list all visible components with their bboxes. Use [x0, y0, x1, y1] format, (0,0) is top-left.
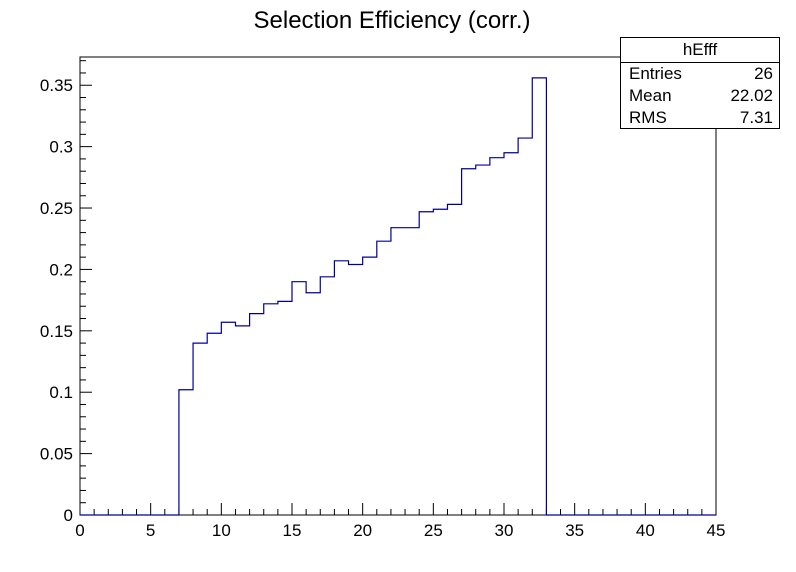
y-tick-label: 0.2: [49, 260, 73, 279]
y-tick-label: 0.3: [49, 138, 73, 157]
x-tick-label: 40: [636, 521, 655, 540]
y-tick-label: 0.1: [49, 383, 73, 402]
x-tick-label: 35: [565, 521, 584, 540]
histogram-line: [80, 77, 716, 516]
x-tick-label: 15: [283, 521, 302, 540]
plot-frame: [79, 56, 717, 516]
x-tick-label: 0: [75, 521, 84, 540]
y-axis: 0 0.05 0.1 0.15 0.2 0.25 0.3 0.35: [40, 60, 92, 525]
stats-label: Entries: [629, 64, 682, 83]
y-tick-label: 0: [64, 506, 73, 525]
x-tick-label: 10: [212, 521, 231, 540]
stats-title: hEfff: [621, 38, 779, 63]
x-axis: 0 5 10 15 20 25 30 35 40 45: [75, 503, 725, 540]
x-tick-label: 20: [353, 521, 372, 540]
stats-row-entries: Entries 26: [621, 63, 779, 85]
x-tick-label: 30: [495, 521, 514, 540]
x-tick-label: 45: [707, 521, 726, 540]
stats-value: 7.31: [739, 108, 773, 127]
stats-label: Mean: [629, 86, 672, 105]
stats-box: hEfff Entries 26 Mean 22.02 RMS 7.31: [620, 37, 780, 129]
stats-value: 26: [754, 64, 773, 83]
y-tick-label: 0.15: [40, 322, 73, 341]
stats-value: 22.02: [730, 86, 773, 105]
stats-label: RMS: [629, 108, 667, 127]
x-tick-label: 25: [424, 521, 443, 540]
stats-row-mean: Mean 22.02: [621, 85, 779, 107]
x-tick-label: 5: [146, 521, 155, 540]
stats-row-rms: RMS 7.31: [621, 107, 779, 129]
y-tick-label: 0.35: [40, 76, 73, 95]
y-tick-label: 0.25: [40, 199, 73, 218]
chart-title: Selection Efficiency (corr.): [254, 7, 531, 34]
y-tick-label: 0.05: [40, 445, 73, 464]
